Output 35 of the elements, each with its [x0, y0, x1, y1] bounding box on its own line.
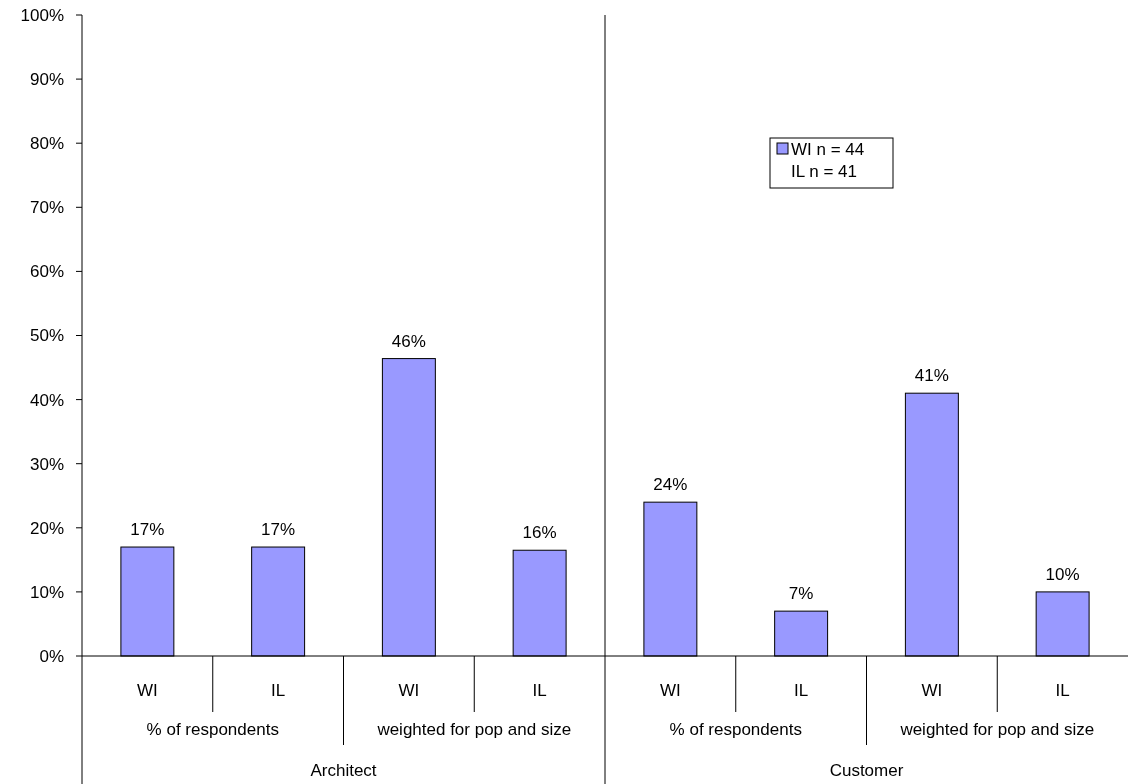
x-tick-label: WI — [136, 680, 158, 700]
x-tick-label: IL — [271, 680, 286, 700]
y-tick-label: 10% — [29, 582, 64, 602]
text: Customer — [829, 760, 904, 780]
x-tick-label: IL — [794, 680, 809, 700]
y-tick-label: 60% — [29, 262, 64, 282]
x-tick-label: IL — [532, 680, 547, 700]
text: % of respondents — [146, 719, 279, 739]
annotation: IL n = 41 — [791, 161, 858, 181]
y-tick-label: 90% — [29, 70, 64, 90]
text: % of respondents — [669, 719, 802, 739]
text: Architect — [310, 760, 377, 780]
text: weighted for pop and size — [899, 719, 1095, 739]
y-tick-label: 30% — [29, 454, 64, 474]
y-tick-label: 20% — [29, 518, 64, 538]
data-label: 17% — [261, 520, 296, 540]
data-label: 7% — [788, 584, 814, 604]
data-label: 17% — [130, 520, 165, 540]
data-label: 10% — [1045, 564, 1080, 584]
y-tick-label: 80% — [29, 134, 64, 154]
text: weighted for pop and size — [376, 719, 572, 739]
y-tick-label: 100% — [20, 5, 64, 25]
x-tick-label: WI — [398, 680, 420, 700]
data-label: 41% — [914, 366, 949, 386]
legend-label: WI n = 44 — [791, 139, 865, 159]
data-label: 46% — [391, 331, 426, 351]
data-label: 16% — [522, 523, 557, 543]
y-tick-label: 40% — [29, 390, 64, 410]
data-label: 24% — [653, 475, 688, 495]
y-tick-label: 0% — [39, 646, 64, 666]
y-tick-label: 70% — [29, 198, 64, 218]
x-tick-label: WI — [659, 680, 681, 700]
x-tick-label: WI — [921, 680, 943, 700]
y-tick-label: 50% — [29, 326, 64, 346]
x-tick-label: IL — [1055, 680, 1070, 700]
